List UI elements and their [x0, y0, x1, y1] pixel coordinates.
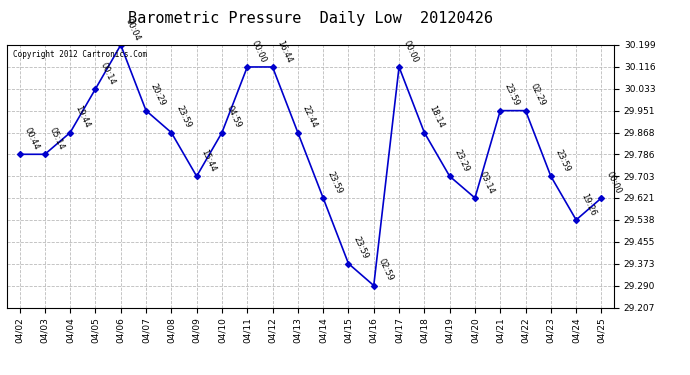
Text: Barometric Pressure  Daily Low  20120426: Barometric Pressure Daily Low 20120426 [128, 11, 493, 26]
Text: 00:00: 00:00 [402, 39, 420, 64]
Text: 18:14: 18:14 [427, 104, 445, 130]
Text: 23:59: 23:59 [351, 236, 369, 261]
Text: 20:29: 20:29 [149, 82, 167, 108]
Text: 16:44: 16:44 [275, 39, 293, 64]
Text: 00:44: 00:44 [22, 126, 41, 152]
Text: 23:59: 23:59 [174, 104, 193, 130]
Text: 23:59: 23:59 [326, 170, 344, 195]
Text: 05:14: 05:14 [48, 126, 66, 152]
Text: 22:44: 22:44 [301, 105, 319, 130]
Text: 04:59: 04:59 [225, 105, 243, 130]
Text: 23:59: 23:59 [503, 82, 521, 108]
Text: 15:44: 15:44 [199, 148, 217, 174]
Text: 03:14: 03:14 [477, 170, 496, 195]
Text: 00:04: 00:04 [124, 17, 141, 42]
Text: 19:44: 19:44 [73, 105, 91, 130]
Text: 23:59: 23:59 [553, 148, 572, 174]
Text: Copyright 2012 Cartronics.Com: Copyright 2012 Cartronics.Com [13, 50, 147, 59]
Text: 02:29: 02:29 [529, 82, 546, 108]
Text: 02:59: 02:59 [377, 257, 395, 283]
Text: 19:26: 19:26 [579, 192, 597, 217]
Text: 23:29: 23:29 [453, 148, 471, 174]
Text: 00:14: 00:14 [98, 61, 117, 86]
Text: 00:00: 00:00 [604, 170, 622, 195]
Text: 00:00: 00:00 [250, 39, 268, 64]
